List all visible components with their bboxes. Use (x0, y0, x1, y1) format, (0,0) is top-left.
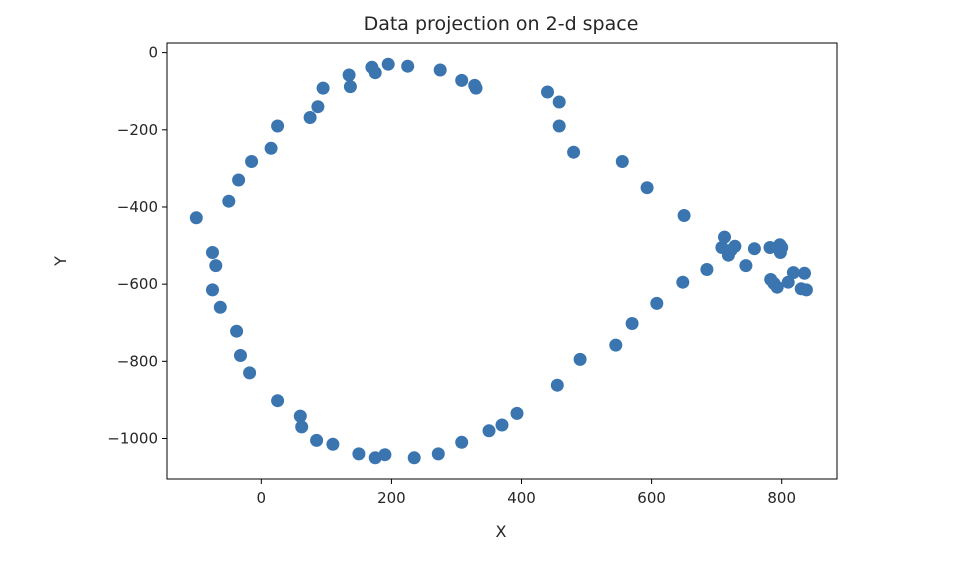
data-point (764, 273, 778, 286)
x-tick-label: 600 (637, 489, 666, 507)
data-point (573, 352, 587, 366)
x-axis-ticks: 0 200 400 600 800 (257, 479, 796, 507)
data-point (700, 263, 714, 276)
data-point (234, 349, 247, 362)
data-point (799, 283, 813, 297)
data-point (271, 394, 285, 408)
y-tick-label: 0 (148, 44, 158, 62)
data-point (213, 300, 227, 314)
data-point (781, 275, 795, 289)
y-tick-label: −600 (117, 275, 158, 293)
data-point (510, 406, 524, 420)
data-point (407, 451, 421, 465)
chart-title: Data projection on 2-d space (364, 13, 639, 35)
data-point (264, 141, 278, 155)
data-point (243, 366, 257, 380)
y-tick-label: −800 (117, 352, 158, 370)
data-point (677, 209, 691, 222)
data-point (310, 433, 324, 447)
data-point (550, 378, 564, 392)
data-point (232, 173, 246, 187)
data-point (552, 119, 566, 133)
x-axis-label: X (496, 522, 507, 541)
data-point (747, 242, 761, 256)
data-point (469, 81, 483, 95)
data-point (342, 68, 356, 82)
y-tick-label: −400 (117, 198, 158, 216)
data-point (609, 338, 623, 352)
data-point (567, 145, 581, 159)
data-point (245, 155, 259, 168)
data-point (295, 420, 309, 434)
y-axis-label: Y (51, 256, 70, 267)
y-axis-ticks: 0 −200 −400 −600 −800 −1000 (107, 44, 167, 447)
data-point (343, 80, 357, 94)
plot-frame (166, 42, 838, 480)
data-point (482, 424, 496, 438)
data-point (455, 435, 469, 449)
data-point (368, 66, 382, 80)
data-point (625, 317, 639, 330)
data-point (209, 259, 223, 273)
data-point (230, 324, 244, 338)
data-point (615, 155, 629, 168)
data-point (640, 181, 654, 195)
data-point (718, 230, 731, 244)
data-point (293, 409, 307, 423)
data-point (455, 73, 469, 87)
data-point (271, 119, 285, 133)
data-points (189, 57, 813, 465)
y-tick-label: −1000 (107, 429, 158, 447)
data-point (401, 59, 415, 73)
data-point (381, 57, 395, 71)
data-point (786, 266, 800, 280)
data-point (378, 448, 392, 462)
data-point (650, 296, 664, 310)
y-tick-label: −200 (117, 121, 158, 139)
data-point (433, 63, 447, 77)
data-point (728, 239, 742, 253)
x-tick-label: 800 (767, 489, 796, 507)
data-point (206, 283, 219, 297)
data-point (763, 241, 777, 254)
data-point (316, 81, 330, 95)
data-point (552, 95, 566, 109)
data-point (352, 447, 366, 461)
data-point (676, 275, 690, 289)
data-point (326, 437, 340, 451)
data-point (739, 259, 753, 273)
x-tick-label: 400 (507, 489, 536, 507)
data-point (431, 447, 445, 461)
data-point (775, 241, 789, 254)
data-point (303, 111, 317, 124)
data-point (206, 246, 219, 259)
data-point (798, 266, 811, 280)
data-point (222, 194, 236, 208)
x-tick-label: 200 (377, 489, 406, 507)
data-point (189, 211, 203, 225)
x-tick-label: 0 (257, 489, 267, 507)
data-point (541, 85, 554, 99)
data-point (311, 100, 325, 114)
data-point (495, 418, 509, 432)
